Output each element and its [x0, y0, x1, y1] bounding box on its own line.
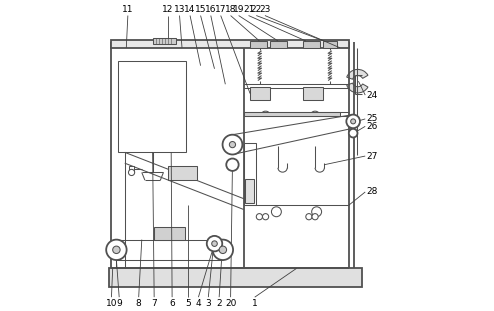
Circle shape [106, 239, 126, 260]
Text: 21: 21 [243, 5, 254, 14]
Circle shape [312, 207, 322, 217]
Text: 3: 3 [206, 299, 211, 308]
Text: 27: 27 [367, 151, 378, 160]
Bar [129, 166, 134, 173]
Text: 23: 23 [259, 5, 271, 14]
Circle shape [271, 207, 282, 217]
Circle shape [349, 129, 358, 137]
Bar [244, 112, 340, 116]
Text: 12: 12 [163, 5, 174, 14]
Text: 6: 6 [169, 299, 175, 308]
Bar [303, 87, 323, 100]
Text: 5: 5 [185, 299, 191, 308]
Bar [270, 41, 287, 48]
Text: 10: 10 [106, 299, 117, 308]
Text: 4: 4 [196, 299, 201, 308]
Bar [245, 179, 254, 203]
Text: 22: 22 [250, 5, 262, 14]
Circle shape [219, 246, 227, 253]
Circle shape [262, 214, 269, 220]
Text: 17: 17 [215, 5, 226, 14]
Wedge shape [347, 69, 368, 79]
Text: 24: 24 [367, 91, 378, 100]
Circle shape [256, 214, 262, 220]
Bar [168, 166, 198, 180]
Bar [112, 40, 349, 48]
Circle shape [351, 119, 356, 124]
Bar [153, 38, 176, 44]
Bar [213, 244, 218, 247]
Bar [323, 41, 337, 48]
Bar [303, 41, 320, 48]
Circle shape [229, 142, 236, 148]
Circle shape [312, 214, 318, 220]
Text: 13: 13 [174, 5, 185, 14]
Circle shape [128, 169, 135, 175]
Text: 18: 18 [225, 5, 236, 14]
Circle shape [113, 246, 120, 253]
Circle shape [207, 236, 222, 251]
Text: 1: 1 [252, 299, 257, 308]
Bar [154, 227, 185, 239]
Circle shape [223, 135, 243, 155]
Text: 20: 20 [225, 299, 236, 308]
Text: 16: 16 [205, 5, 216, 14]
Text: 7: 7 [151, 299, 157, 308]
Bar [109, 268, 362, 287]
Circle shape [212, 239, 233, 260]
Text: 19: 19 [233, 5, 245, 14]
Wedge shape [347, 83, 368, 93]
Text: 28: 28 [367, 188, 378, 197]
Bar [250, 87, 270, 100]
Text: 26: 26 [367, 122, 378, 131]
Circle shape [306, 214, 312, 220]
Text: 2: 2 [216, 299, 222, 308]
Bar [250, 41, 267, 48]
Text: 11: 11 [122, 5, 133, 14]
Text: 25: 25 [367, 114, 378, 123]
Bar [244, 143, 256, 205]
Text: 14: 14 [184, 5, 196, 14]
Bar [209, 242, 215, 245]
Circle shape [226, 159, 239, 171]
Circle shape [212, 241, 217, 246]
Circle shape [346, 114, 360, 128]
Text: 15: 15 [195, 5, 206, 14]
Text: 8: 8 [136, 299, 142, 308]
Text: 9: 9 [116, 299, 122, 308]
Bar [118, 61, 186, 152]
